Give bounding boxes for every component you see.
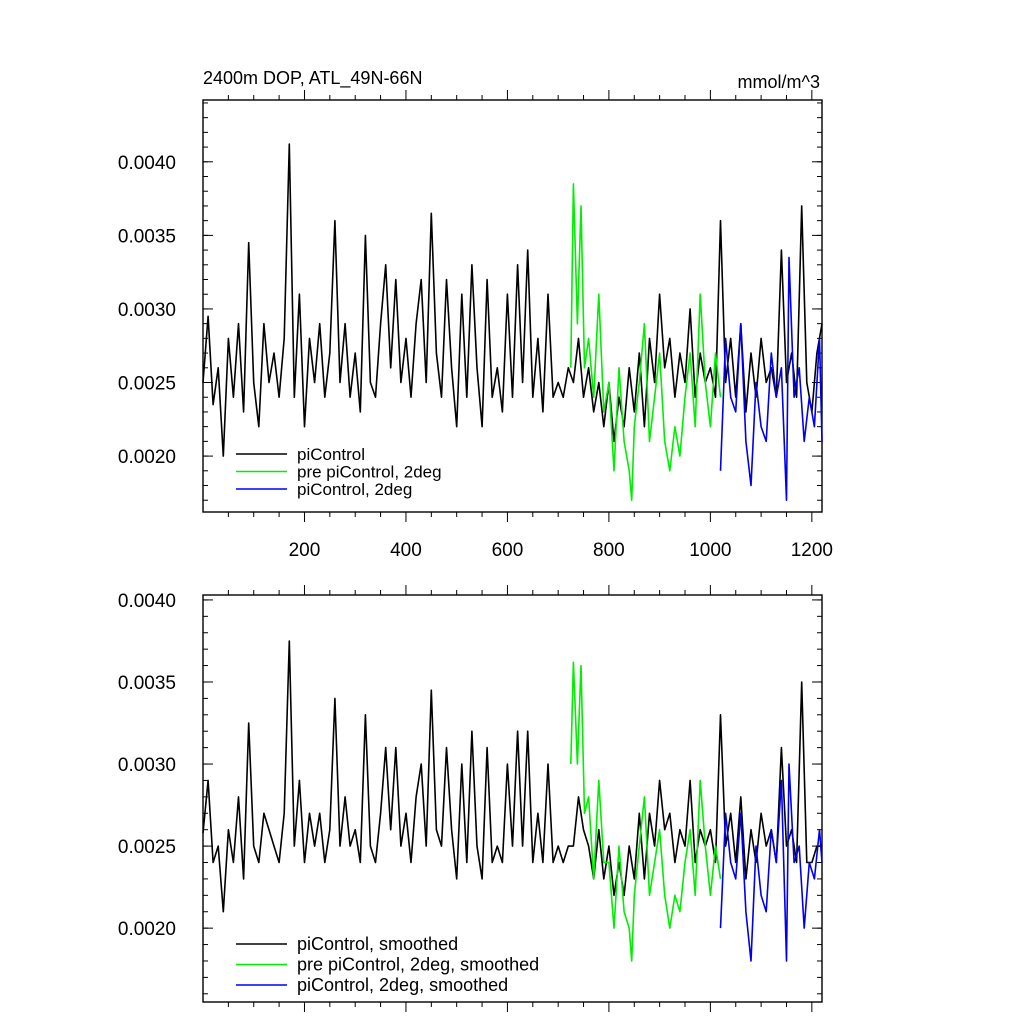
bottom-panel: 0.0020 0.0025 0.0030 0.0035 0.0040 piControl,…: [118, 585, 823, 1012]
units-label: mmol/m^3: [738, 72, 820, 92]
x-tick-label: 600: [492, 540, 524, 561]
plot-frame: [202, 594, 823, 1003]
series-line: [719, 256, 823, 502]
y-tick-label: 0.0035: [118, 673, 176, 694]
y-tick-label: 0.0030: [118, 300, 176, 321]
x-tick-label: 200: [289, 540, 321, 561]
plot-frame: [202, 99, 823, 513]
x-tick-label: 800: [593, 540, 625, 561]
series-line: [719, 763, 823, 962]
y-tick-label: 0.0040: [118, 153, 176, 174]
y-tick-label: 0.0035: [118, 226, 176, 247]
series-line: [570, 661, 722, 962]
series-line: [202, 143, 823, 457]
y-tick-label: 0.0030: [118, 755, 176, 776]
x-tick-label: 1200: [791, 540, 833, 561]
x-tick-label: 1000: [689, 540, 731, 561]
series-line: [202, 640, 822, 913]
legend-label: piControl: [297, 445, 365, 464]
y-tick-label: 0.0020: [118, 447, 176, 468]
y-tick-label: 0.0020: [118, 919, 176, 940]
legend-label: piControl, smoothed: [297, 934, 458, 954]
x-tick-label: 400: [390, 540, 422, 561]
y-tick-label: 0.0040: [118, 591, 176, 612]
y-tick-label: 0.0025: [118, 837, 176, 858]
top-panel: 2400m DOP, ATL_49N-66N mmol/m^3 200 400 60…: [118, 68, 833, 561]
legend-label: piControl, 2deg, smoothed: [297, 975, 508, 995]
series-line: [570, 183, 722, 502]
legend-label: pre piControl, 2deg: [297, 463, 442, 482]
legend-label: pre piControl, 2deg, smoothed: [297, 955, 539, 975]
y-tick-label: 0.0025: [118, 374, 176, 395]
legend-label: piControl, 2deg: [297, 480, 412, 499]
chart-title: 2400m DOP, ATL_49N-66N: [203, 68, 422, 89]
